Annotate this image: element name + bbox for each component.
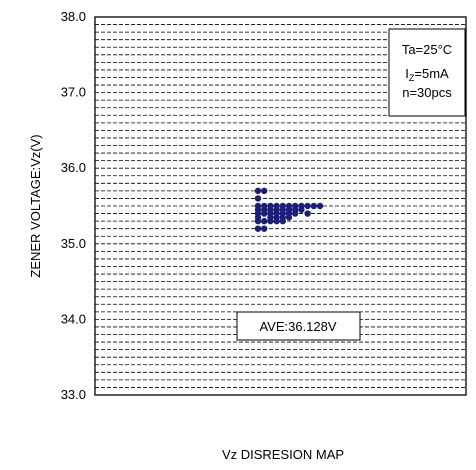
data-point [261,187,268,195]
y-tick-label: 38.0 [61,9,86,24]
data-points [254,187,324,232]
conditions-box-frame [388,28,466,117]
data-point [261,225,268,232]
data-point [310,202,317,210]
y-tick-label: 36.0 [61,160,86,175]
x-axis-title: Vz DISRESION MAP [222,447,344,462]
data-point [273,217,280,225]
average-label: AVE:36.128V [259,319,336,334]
data-point [254,195,262,202]
data-point [304,202,311,210]
data-point [316,202,324,210]
average-box-frame [236,311,361,341]
data-point [298,206,305,213]
data-point [279,217,286,225]
conditions-box: Ta=25°C IZ=5mA n=30pcs [388,28,466,117]
y-tick-label: 34.0 [61,311,86,326]
y-axis-title: ZENER VOLTAGE:Vz(V) [28,134,43,277]
plot-frame [94,16,467,396]
y-tick-label: 33.0 [61,387,86,402]
data-point [292,210,299,217]
data-point [261,217,268,225]
data-point [267,217,274,225]
average-box: AVE:36.128V [236,311,361,341]
y-tick-label: 35.0 [61,236,86,251]
data-point [254,217,262,225]
condition-sample-count: n=30pcs [402,85,452,100]
data-point [261,210,268,217]
data-point [254,225,262,232]
condition-temperature: Ta=25°C [402,42,452,57]
data-point [285,214,293,221]
y-tick-label: 37.0 [61,85,86,100]
data-point [304,210,311,217]
condition-current: IZ=5mA [405,66,449,83]
data-point [254,187,262,195]
y-tick-labels: 33.0 34.0 35.0 36.0 37.0 38.0 [61,9,86,402]
